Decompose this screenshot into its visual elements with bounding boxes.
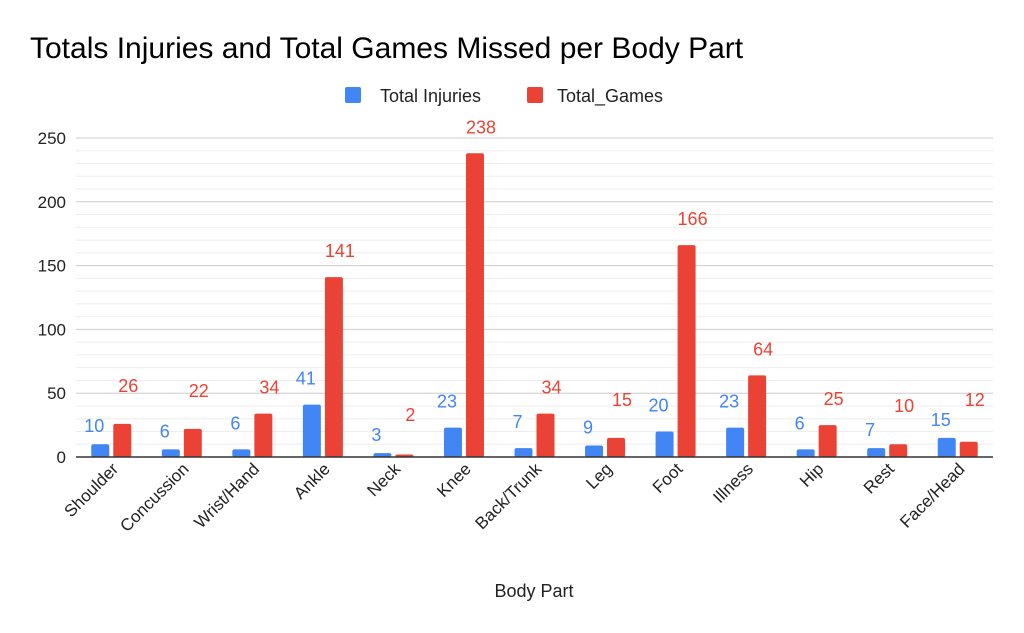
bar-total-games (889, 444, 908, 457)
data-label-total-injuries: 41 (296, 369, 316, 389)
bar-total-injuries (937, 437, 956, 457)
x-tick-label: Shoulder (61, 459, 123, 521)
y-tick-label: 250 (38, 129, 66, 148)
data-label-total-injuries: 23 (719, 392, 739, 412)
bar-total-injuries (302, 404, 321, 457)
bar-total-games (324, 277, 343, 457)
y-tick-label: 100 (38, 320, 66, 339)
data-label-total-injuries: 9 (583, 418, 593, 438)
x-tick-label: Rest (860, 459, 898, 497)
legend-swatch-total-games (527, 87, 543, 103)
chart-title: Totals Injuries and Total Games Missed p… (30, 32, 744, 65)
x-tick-label: Wrist/Hand (191, 459, 264, 532)
y-axis-ticks: 0 50 100 150 200 250 (38, 129, 66, 467)
data-label-total-games: 22 (189, 381, 209, 401)
bar-total-injuries (232, 449, 251, 457)
x-tick-label: Ankle (290, 459, 334, 503)
data-label-total-games: 166 (678, 209, 708, 229)
legend-label-total-injuries: Total Injuries (380, 86, 481, 106)
x-tick-label: Illness (709, 459, 757, 507)
gridlines (76, 137, 993, 445)
bar-total-games (607, 437, 626, 457)
bar-total-injuries (585, 445, 604, 457)
bar-total-games (113, 423, 132, 457)
bar-total-games (677, 245, 696, 457)
data-label-total-games: 64 (753, 339, 773, 359)
data-label-total-injuries: 6 (160, 421, 170, 441)
data-label-total-games: 34 (541, 378, 561, 398)
x-tick-label: Foot (649, 459, 687, 497)
bar-total-games (183, 428, 202, 457)
bar-total-injuries (91, 444, 110, 457)
bar-total-injuries (796, 449, 815, 457)
bar-total-injuries (443, 427, 462, 457)
data-label-total-games: 12 (965, 390, 985, 410)
bar-total-games (254, 413, 273, 457)
x-tick-label: Knee (433, 459, 475, 501)
y-tick-label: 150 (38, 257, 66, 276)
x-tick-label: Neck (363, 459, 404, 500)
bar-total-injuries (867, 448, 886, 457)
bar-total-games (536, 413, 555, 457)
x-tick-label: Back/Trunk (472, 459, 546, 533)
data-label-total-games: 10 (894, 396, 914, 416)
legend: Total Injuries Total_Games (345, 86, 663, 107)
bar-total-injuries (726, 427, 745, 457)
bar-total-games (818, 425, 837, 457)
data-label-total-injuries: 7 (865, 420, 875, 440)
data-label-total-injuries: 20 (649, 395, 669, 415)
x-tick-label: Concussion (116, 459, 192, 535)
bar-total-games (959, 441, 978, 457)
data-label-total-injuries: 3 (371, 425, 381, 445)
data-label-total-games: 2 (405, 405, 415, 425)
data-label-total-injuries: 15 (931, 410, 951, 430)
data-label-total-games: 25 (824, 389, 844, 409)
legend-label-total-games: Total_Games (557, 86, 663, 107)
data-label-total-injuries: 23 (437, 392, 457, 412)
bars (91, 153, 978, 457)
x-tick-label: Face/Head (896, 459, 968, 531)
data-label-total-games: 141 (325, 241, 355, 261)
bar-total-injuries (514, 448, 533, 457)
legend-swatch-total-injuries (345, 87, 361, 103)
x-tick-label: Leg (582, 459, 615, 492)
x-axis-title: Body Part (494, 581, 573, 601)
bar-total-injuries (655, 431, 674, 457)
y-tick-label: 200 (38, 193, 66, 212)
data-label-total-games: 238 (466, 117, 496, 137)
data-label-total-games: 26 (118, 376, 138, 396)
bar-total-games (748, 375, 767, 457)
bar-total-injuries (373, 453, 392, 457)
y-tick-label: 0 (57, 448, 66, 467)
data-label-total-injuries: 10 (84, 416, 104, 436)
data-labels: 10 26 6 22 6 34 41 141 3 2 23 238 7 34 9 15 20 166 23 64 6 25… (84, 117, 984, 445)
x-tick-label: Hip (796, 459, 827, 490)
data-label-total-games: 15 (612, 390, 632, 410)
data-label-total-injuries: 6 (795, 413, 805, 433)
data-label-total-injuries: 7 (512, 412, 522, 432)
bar-total-games (465, 153, 484, 457)
bar-total-injuries (161, 449, 180, 457)
data-label-total-games: 34 (259, 378, 279, 398)
data-label-total-injuries: 6 (230, 413, 240, 433)
y-tick-label: 50 (47, 384, 66, 403)
